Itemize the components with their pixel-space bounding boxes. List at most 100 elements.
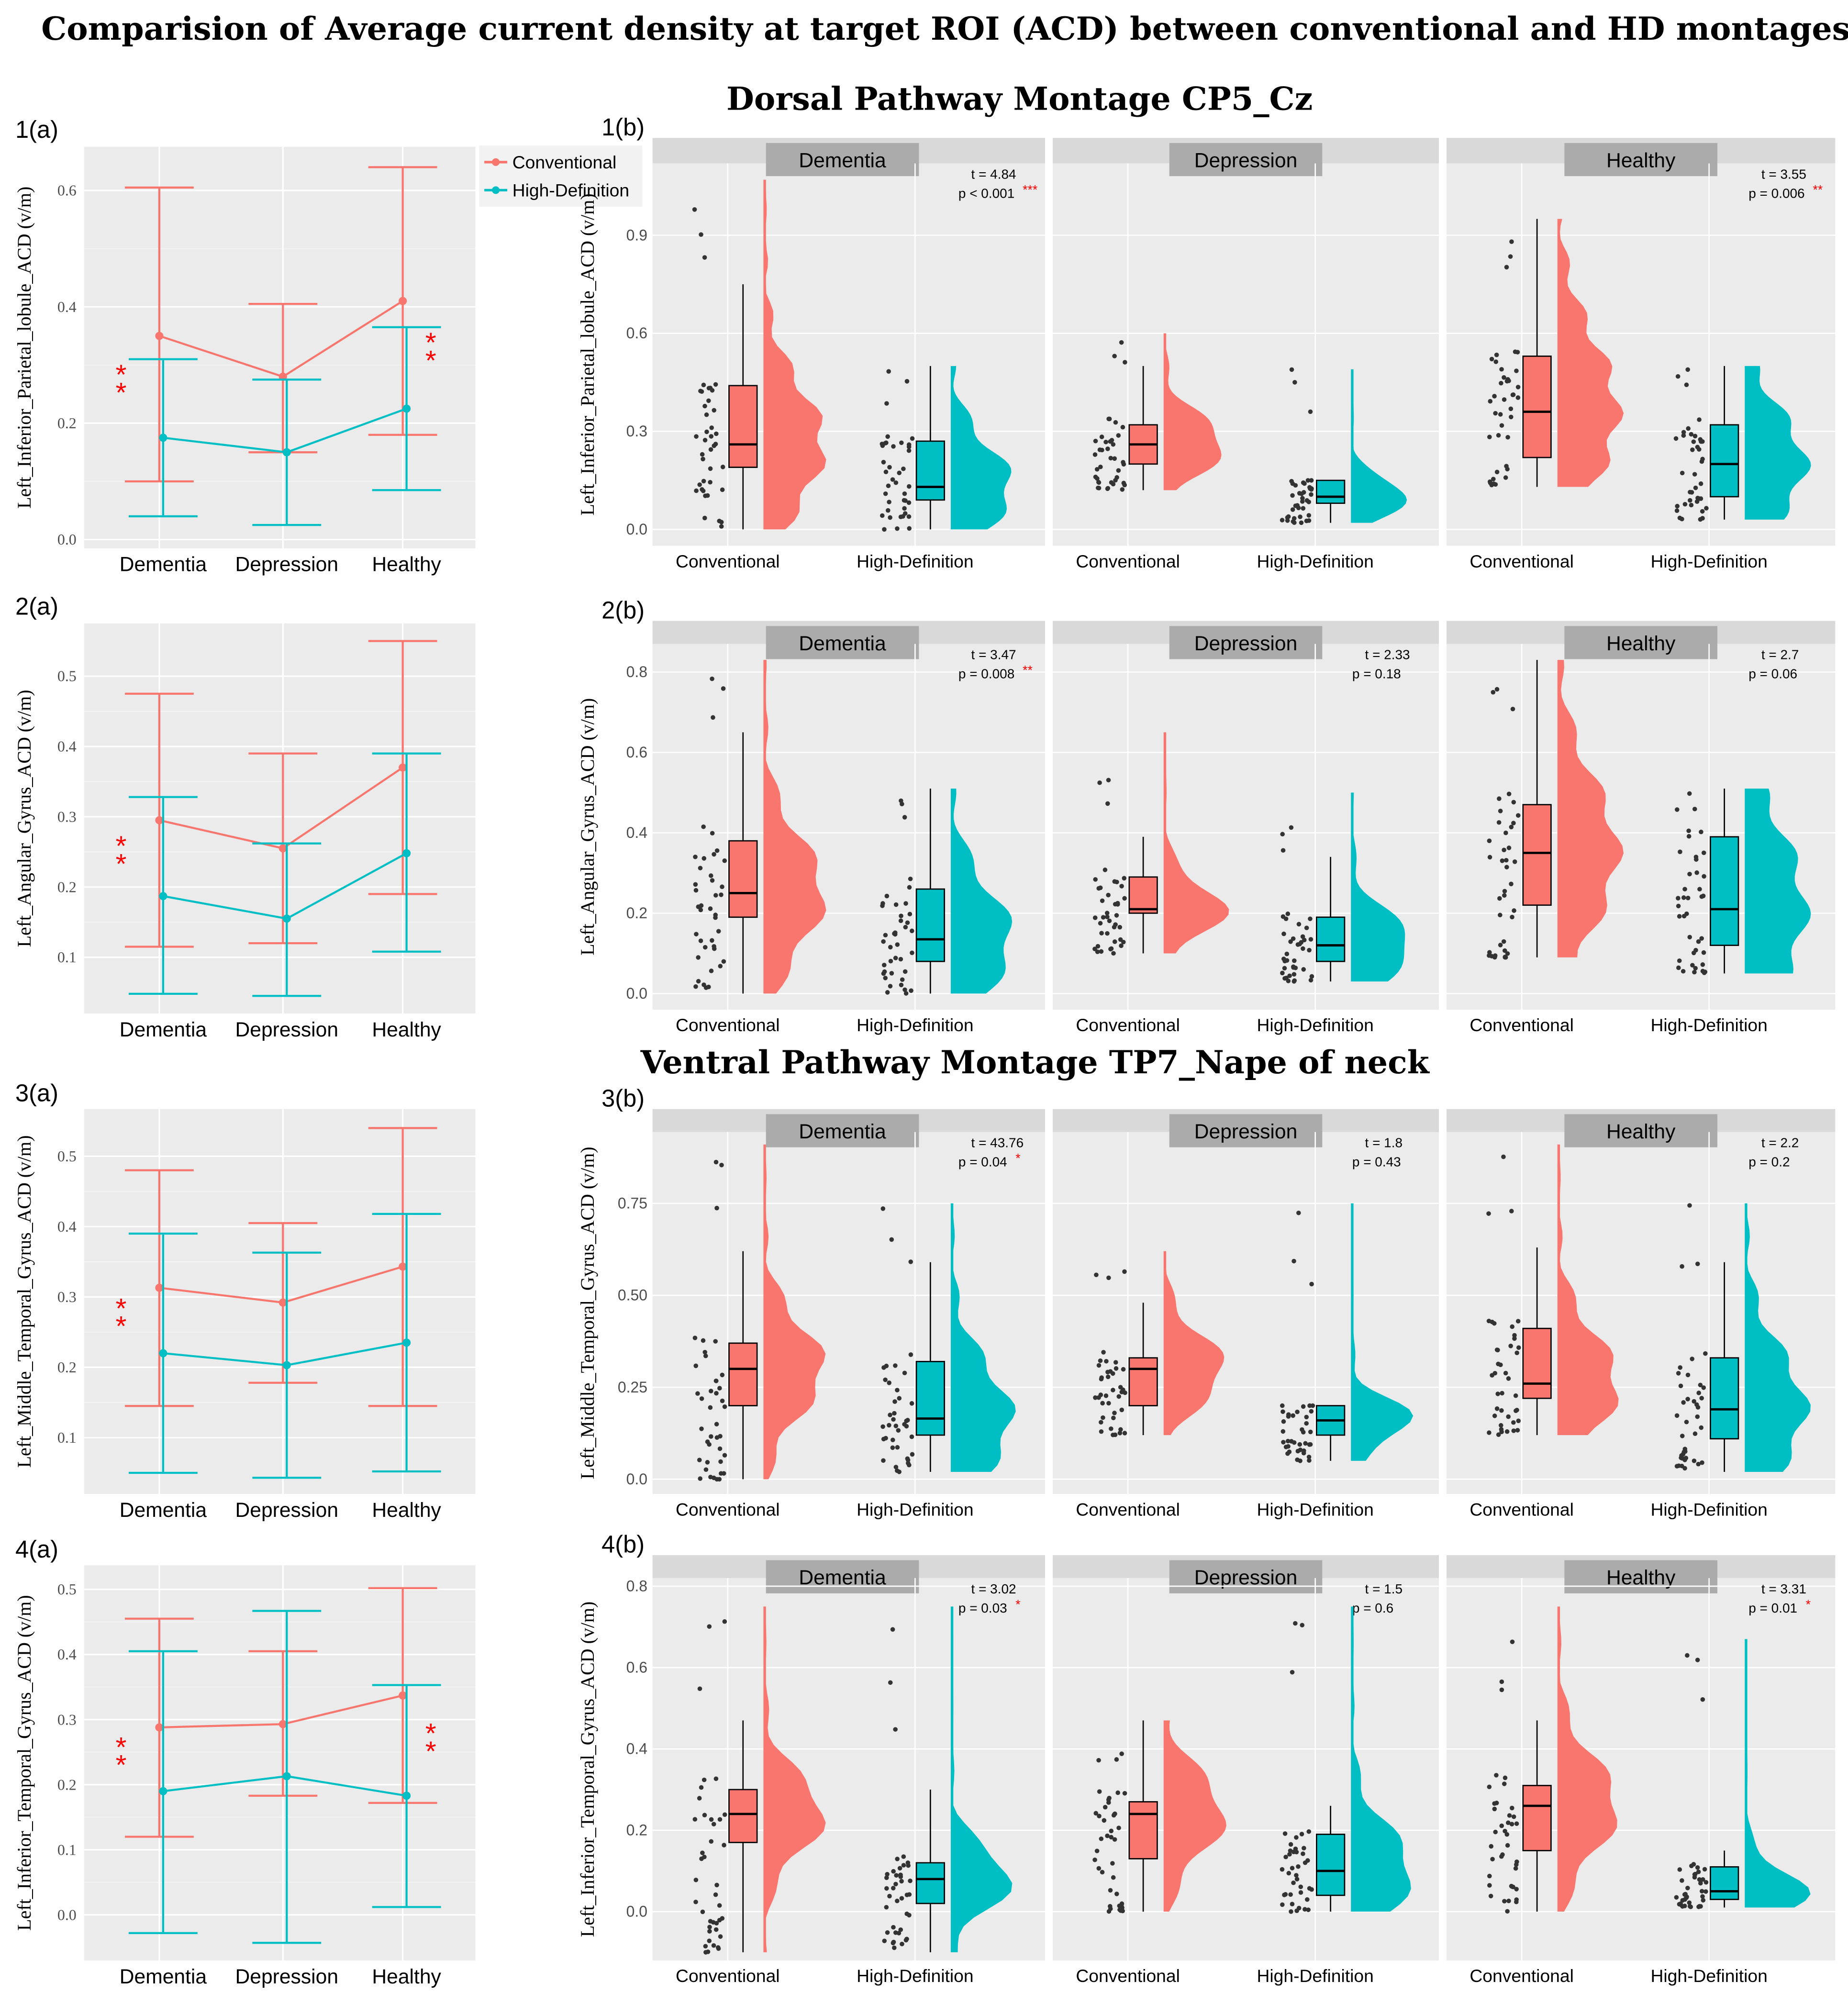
data-point (890, 477, 895, 482)
data-point (693, 1899, 698, 1904)
data-point (1694, 870, 1699, 875)
legend-dot-conventional (492, 158, 500, 166)
data-point (895, 1388, 900, 1392)
data-point (716, 929, 721, 934)
data-point (1114, 1757, 1119, 1762)
data-point (1119, 1407, 1124, 1413)
data-point (712, 408, 717, 413)
data-point (720, 1372, 725, 1378)
data-point (1302, 1846, 1306, 1851)
data-point (887, 1893, 892, 1899)
data-point (902, 815, 907, 820)
mean-point (278, 1720, 287, 1728)
data-point (722, 1404, 727, 1409)
data-point (1105, 931, 1110, 936)
data-point (1280, 1429, 1286, 1434)
data-point (903, 924, 908, 930)
data-point (1505, 951, 1510, 956)
data-point (696, 979, 701, 984)
data-point (713, 1159, 719, 1165)
data-point (1700, 509, 1705, 514)
data-point (1677, 1867, 1682, 1872)
p-value: p < 0.001 (958, 186, 1014, 200)
panel-label: 3(b) (601, 1084, 645, 1112)
data-point (1516, 1345, 1521, 1350)
data-point (1291, 964, 1296, 969)
mean-point (155, 1723, 164, 1732)
box (1522, 1785, 1552, 1851)
data-point (1699, 459, 1704, 464)
x-tick-label: High-Definition (1650, 1015, 1767, 1035)
data-point (891, 1417, 896, 1422)
data-point (1280, 848, 1286, 853)
data-point (897, 1470, 902, 1474)
facet-depression: Depression t = 1.8 p = 0.43 Conventional Hig… (1053, 1109, 1439, 1519)
data-point (1493, 1829, 1498, 1835)
data-point (1112, 456, 1117, 461)
data-point (1100, 447, 1104, 453)
data-point (1097, 1789, 1102, 1794)
data-point (702, 255, 707, 260)
data-point (889, 971, 894, 976)
data-point (899, 1879, 904, 1884)
y-axis-label: Left_Inferior_Temporal_Gyrus_ACD (v/m) (577, 1602, 598, 1937)
data-point (1096, 479, 1101, 485)
data-point (1701, 950, 1706, 955)
half-violin (1745, 1639, 1811, 1908)
data-point (1290, 507, 1295, 512)
data-point (1687, 1203, 1692, 1208)
data-point (1309, 492, 1314, 497)
p-value: p = 0.008 (958, 666, 1014, 681)
data-point (1703, 969, 1708, 974)
data-point (692, 1336, 698, 1340)
figure-title: Comparision of Average current density a… (41, 10, 1848, 47)
data-point (701, 479, 706, 484)
data-point (1508, 1344, 1513, 1348)
asterisk: * (116, 848, 127, 880)
data-point (890, 1445, 895, 1450)
data-point (891, 1939, 896, 1945)
data-point (1510, 706, 1515, 712)
data-point (1700, 1894, 1705, 1899)
data-point (720, 1916, 725, 1921)
data-point (1682, 1458, 1687, 1462)
data-point (1694, 499, 1700, 504)
data-point (722, 1453, 727, 1458)
mean-point (159, 434, 167, 442)
asterisk: * (116, 1311, 127, 1342)
data-point (1676, 1371, 1681, 1376)
data-point (881, 971, 886, 976)
facet-title: Healthy (1606, 149, 1676, 172)
data-point (906, 442, 912, 447)
data-point (884, 1904, 889, 1910)
data-point (707, 1925, 712, 1930)
data-point (702, 438, 708, 443)
data-point (1303, 1907, 1307, 1912)
data-point (1113, 1366, 1119, 1371)
data-point (1296, 505, 1301, 511)
data-point (1494, 1773, 1499, 1778)
data-point (1106, 1797, 1111, 1802)
y-tick-label: 0.6 (626, 324, 647, 342)
asterisk: * (116, 831, 127, 862)
data-point (1511, 392, 1516, 397)
data-point (1687, 1900, 1692, 1905)
y-axis-label: Left_Middle_Temporal_Gyrus_ACD (v/m) (13, 1135, 35, 1468)
data-point (713, 1379, 719, 1383)
data-point (710, 388, 715, 393)
data-point (1092, 452, 1098, 457)
x-tick-label: High-Definition (1257, 1499, 1373, 1519)
data-point (1506, 1898, 1511, 1904)
y-axis-label: Left_Inferior_Parietal_lobule_ACD (v/m) (13, 187, 35, 509)
data-point (709, 1817, 714, 1822)
x-tick-label: Conventional (1076, 1015, 1180, 1035)
data-point (1120, 424, 1125, 430)
y-tick-label: 0.5 (57, 1148, 77, 1165)
data-point (1686, 426, 1691, 431)
data-point (893, 956, 898, 960)
data-point (695, 1391, 700, 1396)
data-point (1702, 874, 1706, 879)
facet-depression: Depression t = 1.5 p = 0.6 Conventional High… (1053, 1555, 1439, 1986)
data-point (1100, 898, 1105, 903)
data-point (1514, 1859, 1519, 1864)
